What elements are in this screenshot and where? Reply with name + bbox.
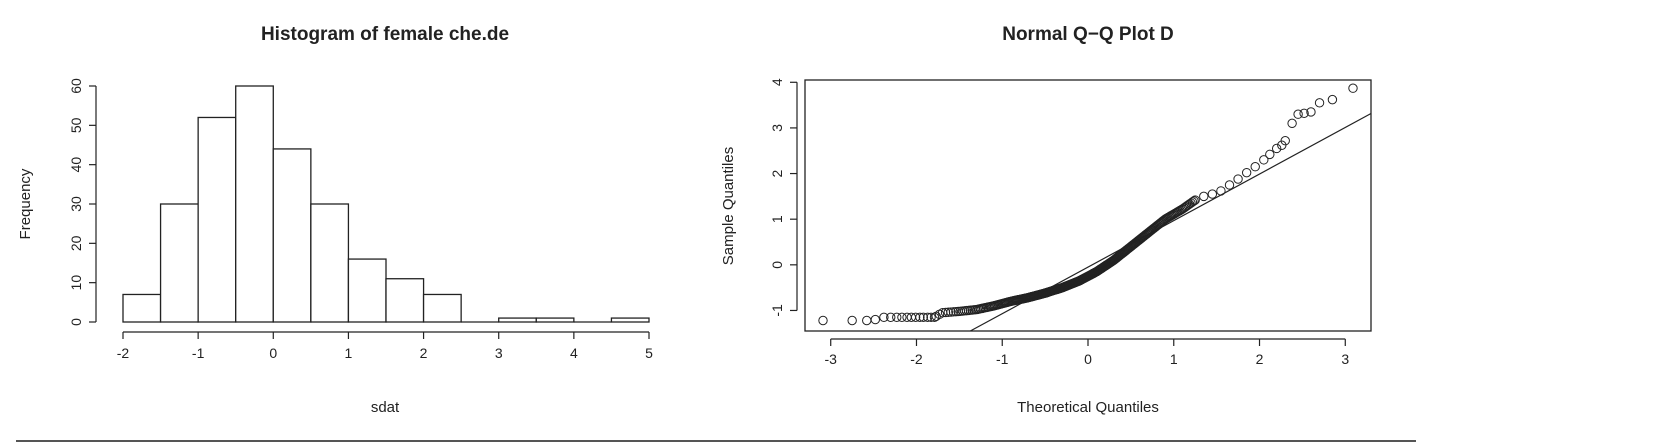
qq-point <box>915 312 925 323</box>
histogram-x-tick-label: 1 <box>345 345 353 361</box>
qq-point <box>1199 191 1209 202</box>
qq-y-axis: -1 0 1 2 3 4 <box>769 78 798 317</box>
qq-plot-y-label: Sample Quantiles <box>720 147 737 265</box>
histogram-bar <box>197 116 237 323</box>
qq-point <box>1233 174 1243 184</box>
qq-point <box>1327 94 1338 105</box>
qq-point <box>918 312 929 323</box>
qq-point <box>1241 167 1252 178</box>
qq-point <box>862 315 872 326</box>
qq-point <box>1207 189 1218 199</box>
qq-point <box>892 312 902 323</box>
qq-x-tick-label: 2 <box>1256 351 1264 367</box>
histogram-bar <box>347 258 387 323</box>
qq-point <box>943 307 954 317</box>
qq-point <box>1259 155 1269 165</box>
qq-y-tick-label: 3 <box>769 124 785 132</box>
histogram-x-label: sdat <box>371 399 400 416</box>
histogram-y-tick-label: 10 <box>68 275 84 291</box>
histogram-x-tick-label: 5 <box>645 345 653 361</box>
qq-point <box>847 315 857 326</box>
qq-point <box>1224 180 1235 190</box>
histogram-y-tick-label: 40 <box>68 157 84 173</box>
qq-x-tick-label: 3 <box>1341 351 1349 367</box>
histogram-x-tick-label: 4 <box>570 345 578 361</box>
histogram-y-tick-label: 20 <box>68 235 84 251</box>
histogram-y-label: Frequency <box>17 168 34 239</box>
qq-point <box>1314 98 1325 108</box>
qq-y-tick-label: 4 <box>769 78 785 86</box>
qq-point <box>1299 108 1309 119</box>
histogram-bar <box>535 317 575 323</box>
qq-y-tick-label: 2 <box>769 169 785 177</box>
histogram-panel: Histogram of female che.de -2 -1 0 1 2 3 4 5 0 1… <box>17 24 653 416</box>
qq-point <box>1306 107 1316 117</box>
qq-point <box>1250 162 1260 172</box>
qq-point <box>910 312 921 323</box>
histogram-bar <box>610 317 650 323</box>
histogram-bar <box>272 148 312 323</box>
histogram-x-tick-label: 3 <box>495 345 503 361</box>
qq-point <box>886 312 896 323</box>
qq-plot-frame <box>804 79 1372 332</box>
qq-x-tick-label: -3 <box>825 351 838 367</box>
bottom-divider <box>16 440 1416 442</box>
qq-point <box>946 307 956 317</box>
qq-point <box>1265 149 1275 160</box>
qq-point <box>879 312 889 323</box>
qq-point <box>1190 195 1200 205</box>
histogram-x-tick-label: 2 <box>420 345 428 361</box>
qq-point <box>1348 83 1358 93</box>
histogram-bar <box>235 85 274 323</box>
histogram-title: Histogram of female che.de <box>261 24 509 45</box>
qq-y-tick-label: 0 <box>769 261 785 269</box>
qq-points <box>818 83 1358 326</box>
histogram-y-tick-label: 60 <box>68 78 84 94</box>
qq-x-tick-label: 0 <box>1084 351 1092 367</box>
qq-x-tick-label: 1 <box>1170 351 1178 367</box>
qq-point <box>897 312 907 323</box>
qq-point <box>1287 118 1297 129</box>
histogram-y-axis: 0 10 20 30 40 50 60 <box>68 78 97 326</box>
qq-plot-panel: Normal Q−Q Plot D -3 -2 -1 0 1 2 3 -1 0 1 2 3 4 The… <box>720 24 1372 416</box>
qq-y-tick-label: 1 <box>769 215 785 223</box>
histogram-bar <box>122 293 162 323</box>
qq-point <box>1280 135 1290 146</box>
qq-y-tick-label: -1 <box>769 304 785 317</box>
qq-point <box>1187 197 1198 207</box>
histogram-bar <box>385 278 425 323</box>
qq-point <box>1271 143 1282 154</box>
qq-x-tick-label: -2 <box>910 351 923 367</box>
histogram-bar <box>498 317 537 323</box>
qq-point <box>818 315 828 326</box>
qq-x-axis: -3 -2 -1 0 1 2 3 <box>825 338 1349 367</box>
histogram-bar <box>422 293 462 323</box>
qq-point <box>926 312 936 323</box>
histogram-bar <box>310 203 350 323</box>
histogram-bars <box>122 85 650 323</box>
histogram-x-tick-label: 0 <box>269 345 277 361</box>
histogram-y-tick-label: 50 <box>68 117 84 133</box>
histogram-x-axis: -2 -1 0 1 2 3 4 5 <box>117 331 653 361</box>
histogram-bar <box>159 203 199 323</box>
qq-plot-x-label: Theoretical Quantiles <box>1017 399 1159 416</box>
qq-point <box>929 312 940 323</box>
histogram-y-tick-label: 30 <box>68 196 84 212</box>
qq-point <box>870 314 881 325</box>
qq-plot-title: Normal Q−Q Plot D <box>1002 24 1174 45</box>
qq-point <box>1189 196 1199 206</box>
qq-point <box>1216 186 1226 196</box>
histogram-y-tick-label: 0 <box>68 318 84 326</box>
histogram-x-tick-label: -1 <box>192 345 205 361</box>
histogram-x-tick-label: -2 <box>117 345 130 361</box>
qq-point <box>1293 109 1303 119</box>
qq-x-tick-label: -1 <box>996 351 1009 367</box>
